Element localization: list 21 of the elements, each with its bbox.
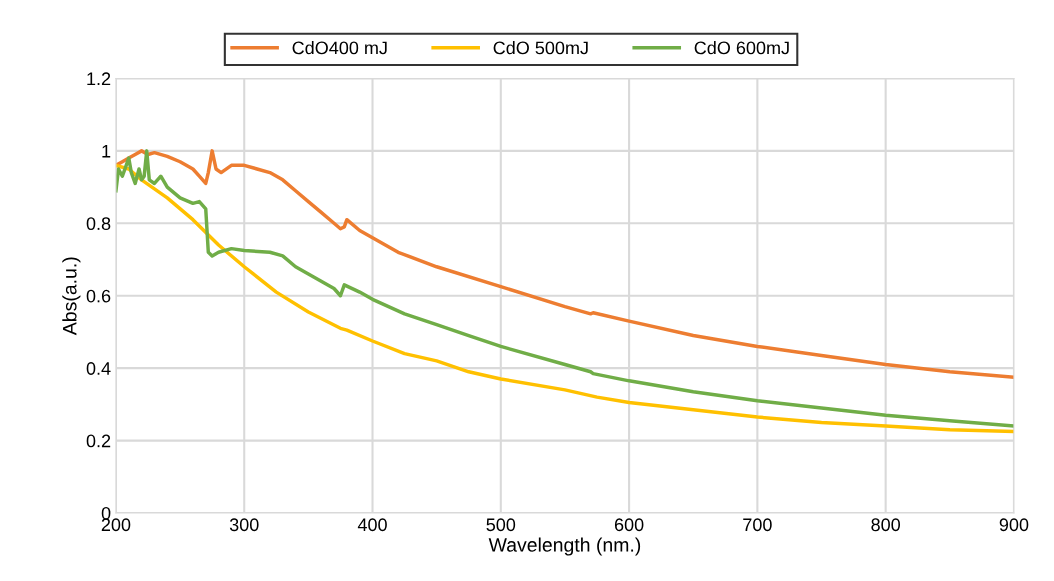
x-tick-label: 400: [357, 518, 387, 532]
y-tick-label: 0: [101, 506, 111, 520]
x-tick-label: 700: [743, 518, 772, 532]
y-tick-label: 1: [102, 144, 111, 158]
y-tick-label: 0.2: [86, 434, 111, 448]
y-tick-label: 0.4: [86, 362, 111, 375]
legend-label: CdO 500mJ: [493, 41, 588, 55]
legend-label: CdO400 mJ: [292, 41, 387, 55]
x-tick-label: 300: [229, 518, 259, 532]
y-tick-label: 0.8: [86, 217, 111, 231]
x-tick-label: 200: [101, 518, 131, 532]
y-tick-label: 0.6: [86, 289, 111, 303]
y-tick-label: 1.2: [87, 72, 111, 85]
x-tick-label: 800: [871, 518, 901, 532]
x-tick-label: 900: [999, 518, 1029, 532]
line-series: [115, 149, 1014, 379]
x-tick-label: 500: [486, 518, 516, 532]
x-axis-title: Wavelength (nm.): [488, 537, 641, 556]
legend-label: CdO 600mJ: [694, 41, 789, 55]
y-axis-title: Abs(a.u.): [62, 257, 81, 336]
x-tick-label: 600: [614, 518, 644, 532]
